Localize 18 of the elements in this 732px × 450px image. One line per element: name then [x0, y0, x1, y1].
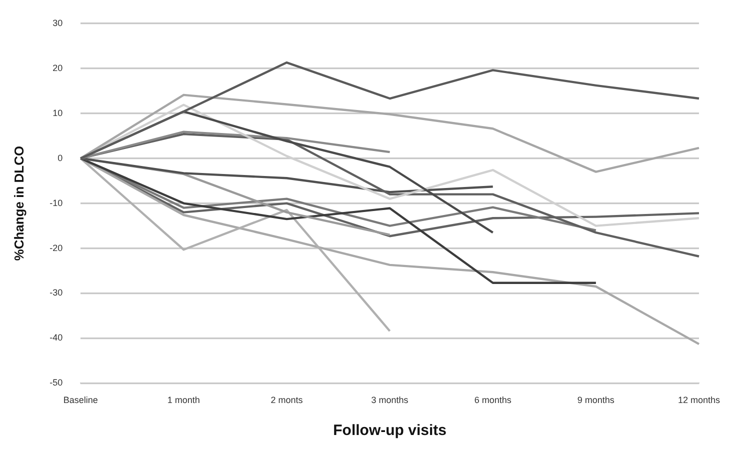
x-tick-label: 2 monts	[270, 395, 304, 406]
y-tick-label: 20	[52, 62, 63, 73]
x-tick-label: 9 months	[577, 395, 615, 406]
y-axis-title: %Change in DLCO	[11, 146, 26, 261]
x-tick-label: 12 months	[678, 395, 720, 406]
x-axis-title: Follow-up visits	[333, 422, 446, 440]
y-tick-label: -20	[50, 242, 63, 253]
x-tick-label: 1 month	[167, 395, 200, 406]
y-tick-label: -30	[50, 288, 63, 298]
y-tick-label: -50	[50, 378, 63, 388]
x-tick-label: 3 months	[371, 395, 409, 406]
y-tick-label: 30	[52, 18, 63, 28]
y-tick-label: 0	[58, 152, 63, 163]
y-tick-label: 10	[52, 108, 63, 118]
y-tick-label: -10	[50, 198, 63, 208]
y-tick-label: -40	[50, 332, 63, 343]
x-tick-label: Baseline	[63, 395, 98, 406]
x-tick-label: 6 months	[474, 395, 512, 406]
